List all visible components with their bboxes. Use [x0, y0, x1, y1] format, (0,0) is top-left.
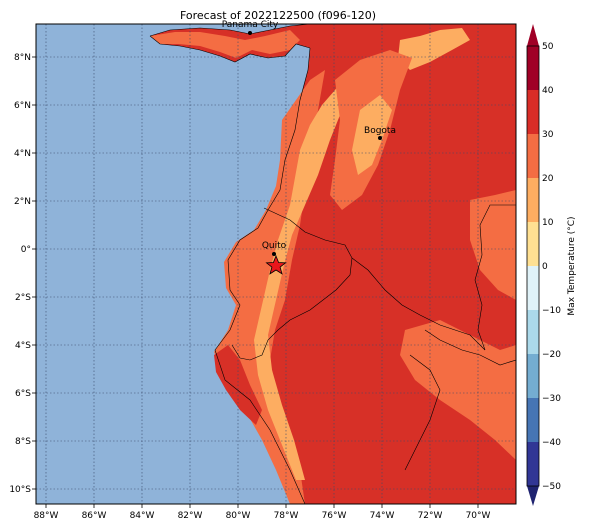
colorbar-swatch: [527, 354, 539, 398]
lon-label: 76°W: [322, 511, 347, 521]
lat-label: 8°N: [14, 53, 31, 63]
lon-label: 72°W: [418, 511, 443, 521]
colorbar-extend-bottom: [527, 486, 539, 506]
colorbar-frame: [526, 45, 540, 487]
graticule: [36, 24, 516, 504]
colorbar-tick-label: 20: [542, 174, 554, 184]
colorbar-tick-label: 30: [542, 130, 554, 140]
colorbar-swatch: [527, 90, 539, 134]
country-borders: [149, 24, 516, 504]
colorbar-tick-label: −30: [542, 394, 561, 404]
lon-labels: 88°W 86°W 84°W 82°W 80°W 78°W 76°W 74°W …: [34, 511, 491, 521]
lat-label: 10°S: [9, 485, 31, 495]
colorbar-tick-label: −40: [542, 438, 561, 448]
colorbar-tick-label: −50: [542, 482, 561, 492]
lat-label: 4°S: [15, 341, 31, 351]
lat-label: 4°N: [14, 149, 31, 159]
colorbar-tick-label: 40: [542, 86, 554, 96]
colorbar-tick-label: −10: [542, 306, 561, 316]
colorbar-extend-top: [527, 24, 539, 46]
axis-ticks: [32, 56, 479, 508]
colorbar-tick-label: −20: [542, 350, 561, 360]
city-quito: Quito: [262, 241, 287, 256]
lon-label: 78°W: [274, 511, 299, 521]
lon-label: 82°W: [178, 511, 203, 521]
lon-label: 84°W: [130, 511, 155, 521]
star-marker-icon: [265, 254, 287, 275]
colorbar-swatch: [527, 266, 539, 310]
lat-label: 2°S: [15, 293, 31, 303]
panama-isthmus: [150, 30, 300, 58]
colorbar-swatch: [527, 442, 539, 486]
colorbar-tick-label: 50: [542, 42, 554, 52]
lon-label: 86°W: [82, 511, 107, 521]
colorbar: 50 40 30 20 10 0 −10 −20 −30 −40 −50 Max…: [526, 24, 577, 506]
lat-label: 6°S: [15, 389, 31, 399]
colorbar-tick-label: 10: [542, 218, 554, 228]
colorbar-swatch: [527, 46, 539, 90]
lon-label: 88°W: [34, 511, 59, 521]
city-dot: [272, 252, 276, 256]
colorbar-label: Max Temperature (°C): [567, 216, 577, 315]
city-label: Quito: [262, 241, 287, 251]
city-label: Bogota: [364, 126, 396, 136]
city-label: Panama City: [222, 20, 279, 30]
lon-label: 80°W: [226, 511, 251, 521]
city-dot: [248, 31, 252, 35]
lat-label: 8°S: [15, 437, 31, 447]
lon-label: 70°W: [466, 511, 491, 521]
map-panel: [36, 24, 516, 504]
lat-label: 2°N: [14, 197, 31, 207]
inland-band-east: [470, 190, 516, 300]
colorbar-swatch: [527, 134, 539, 178]
colorbar-swatch: [527, 178, 539, 222]
map-frame: [35, 23, 517, 505]
city-bogota: Bogota: [364, 126, 396, 140]
colorbar-swatch: [527, 398, 539, 442]
colorbar-swatch: [527, 310, 539, 354]
inland-band-south: [400, 320, 516, 460]
city-dot: [378, 136, 382, 140]
colorbar-swatch: [527, 222, 539, 266]
lat-labels: 8°N 6°N 4°N 2°N 0° 2°S 4°S 6°S 8°S 10°S: [9, 53, 31, 495]
lat-label: 0°: [21, 245, 31, 255]
city-panama-city: Panama City: [222, 20, 279, 35]
highland-patch-north: [398, 28, 470, 70]
map-title: Forecast of 2022122500 (f096-120): [180, 9, 376, 22]
colorbar-ticks: 50 40 30 20 10 0 −10 −20 −30 −40 −50: [542, 42, 561, 492]
colorbar-tick-label: 0: [542, 262, 548, 272]
lon-label: 74°W: [370, 511, 395, 521]
lat-label: 6°N: [14, 101, 31, 111]
